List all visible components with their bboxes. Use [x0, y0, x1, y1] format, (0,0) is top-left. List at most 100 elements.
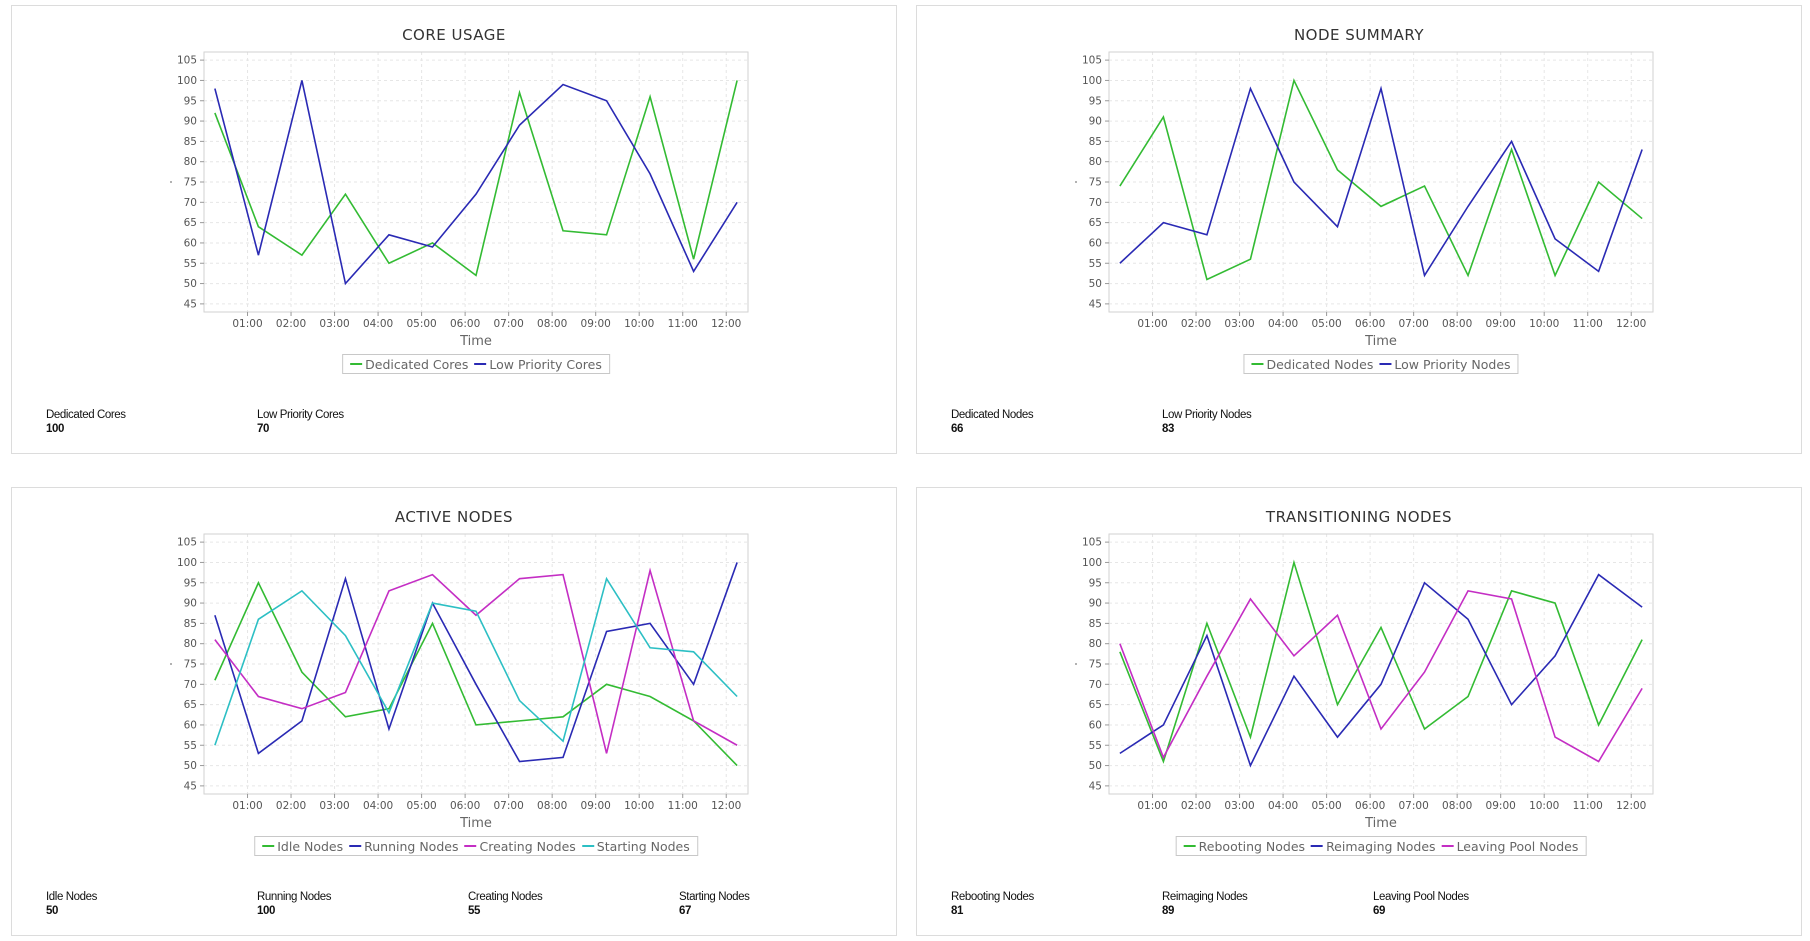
stat-label: Creating Nodes [468, 891, 543, 903]
y-tick-label: 90 [1089, 598, 1102, 610]
x-tick-label: 01:00 [232, 800, 262, 812]
x-tick-label: 02:00 [276, 800, 306, 812]
active-nodes-chart: 45 50 55 60 65 70 75 80 85 90 95 100 105 01:00 02:00 03… [170, 533, 749, 831]
legend-swatch [350, 363, 363, 365]
legend-swatch [1441, 845, 1454, 847]
x-tick-label: 11:00 [1573, 800, 1603, 812]
x-tick-label: 03:00 [1224, 318, 1254, 330]
y-tick-label: 75 [1089, 659, 1102, 671]
series-line-leaving-pool-nodes [1119, 589, 1643, 763]
y-tick-label: 85 [1089, 136, 1102, 148]
y-tick-label: 55 [184, 740, 197, 752]
stat-leaving-pool-nodes: Leaving Pool Nodes 69 [1373, 891, 1573, 917]
y-tick-label: 65 [184, 699, 197, 711]
x-axis: 01:00 02:00 03:00 04:00 05:00 06:00 07:00 08:00… [1137, 312, 1646, 330]
y-tick-label: 50 [1089, 760, 1102, 772]
legend-item-low-priority-nodes[interactable]: Low Priority Nodes [1379, 356, 1511, 372]
legend-label: Low Priority Nodes [1394, 356, 1511, 372]
y-tick-label: 45 [184, 780, 197, 792]
x-tick-label: 07:00 [494, 800, 524, 812]
x-tick-label: 12:00 [711, 318, 741, 330]
legend-item-leaving-pool-nodes[interactable]: Leaving Pool Nodes [1441, 839, 1578, 854]
series-line-dedicated-cores [214, 80, 738, 277]
legend-label: Idle Nodes [277, 838, 344, 854]
x-axis: 01:00 02:00 03:00 04:00 05:00 06:00 07:00 08:00… [1137, 794, 1646, 812]
x-tick-label: 02:00 [276, 318, 306, 330]
grid-lines [1109, 52, 1653, 312]
x-tick-label: 08:00 [1442, 318, 1472, 330]
y-tick-label: 95 [1089, 95, 1102, 107]
stat-value: 66 [951, 423, 963, 435]
x-tick-label: 10:00 [624, 318, 654, 330]
y-tick-label: 105 [1082, 55, 1102, 67]
x-tick-label: 05:00 [406, 318, 436, 330]
legend-item-idle-nodes[interactable]: Idle Nodes [262, 839, 343, 854]
stat-creating-nodes: Creating Nodes 55 [468, 891, 668, 917]
y-tick-label: 90 [184, 116, 197, 128]
stat-label: Idle Nodes [46, 891, 97, 903]
x-tick-label: 09:00 [1486, 318, 1516, 330]
chart-panel-active-nodes: 45 50 55 60 65 70 75 80 85 90 95 100 105 01:00 02:00 03… [11, 487, 897, 936]
x-tick-label: 04:00 [363, 800, 393, 812]
x-axis-label: Time [459, 334, 492, 349]
stat-starting-nodes: Starting Nodes 67 [679, 891, 879, 917]
x-tick-label: 07:00 [494, 318, 524, 330]
grid-lines [204, 534, 748, 794]
x-tick-label: 04:00 [1268, 318, 1298, 330]
y-tick-label: 55 [184, 258, 197, 270]
y-tick-label: 80 [184, 156, 197, 168]
legend-item-dedicated-nodes[interactable]: Dedicated Nodes [1251, 357, 1373, 372]
legend-label: Low Priority Cores [489, 356, 602, 372]
series-line-rebooting-nodes [1119, 559, 1643, 764]
series-line-starting-nodes [214, 576, 738, 746]
x-tick-label: 06:00 [450, 800, 480, 812]
y-axis: 45 50 55 60 65 70 75 80 85 90 95 100 105 [1082, 537, 1109, 792]
node-summary-chart: 45 50 55 60 65 70 75 80 85 90 95 100 105 01:00 02:00 03… [1075, 51, 1654, 349]
x-tick-label: 11:00 [668, 800, 698, 812]
legend-item-rebooting-nodes[interactable]: Rebooting Nodes [1183, 839, 1305, 854]
y-tick-label: 60 [1089, 237, 1102, 249]
y-tick-label: 45 [1089, 780, 1102, 792]
legend-swatch [1251, 363, 1264, 365]
y-tick-label: 105 [177, 55, 197, 67]
x-tick-label: 03:00 [319, 318, 349, 330]
legend-item-creating-nodes[interactable]: Creating Nodes [464, 839, 576, 854]
stat-value: 70 [257, 423, 269, 435]
series-line-running-nodes [214, 562, 738, 763]
legend-label: Starting Nodes [596, 838, 690, 854]
x-tick-label: 10:00 [624, 800, 654, 812]
stat-low-priority-nodes: Low Priority Nodes 83 [1162, 409, 1362, 435]
stat-value: 100 [46, 423, 64, 435]
legend-item-running-nodes[interactable]: Running Nodes [349, 839, 458, 854]
stat-label: Reimaging Nodes [1162, 891, 1248, 903]
y-tick-label: 85 [1089, 618, 1102, 630]
x-tick-label: 09:00 [581, 800, 611, 812]
stat-reimaging-nodes: Reimaging Nodes 89 [1162, 891, 1362, 917]
series-line-low-priority-nodes [1119, 85, 1643, 278]
legend-swatch [1311, 845, 1324, 847]
x-tick-label: 10:00 [1529, 318, 1559, 330]
y-tick-label: 50 [184, 278, 197, 290]
chart-title: ACTIVE NODES [394, 508, 514, 526]
stat-value: 55 [468, 905, 480, 917]
legend-item-starting-nodes[interactable]: Starting Nodes [581, 838, 690, 854]
series-line-creating-nodes [214, 567, 738, 754]
x-tick-label: 06:00 [1355, 800, 1385, 812]
stat-dedicated-nodes: Dedicated Nodes 66 [951, 409, 1151, 435]
y-tick-label: 100 [177, 557, 197, 569]
x-tick-label: 06:00 [1355, 318, 1385, 330]
chart-legend: Dedicated Cores Low Priority Cores [342, 354, 610, 374]
legend-item-reimaging-nodes[interactable]: Reimaging Nodes [1311, 839, 1436, 854]
x-tick-label: 02:00 [1181, 318, 1211, 330]
y-tick-label: 55 [1089, 740, 1102, 752]
stat-dedicated-cores: Dedicated Cores 100 [46, 409, 246, 435]
y-tick-label: 80 [1089, 156, 1102, 168]
x-axis: 01:00 02:00 03:00 04:00 05:00 06:00 07:00 08:00… [232, 312, 741, 330]
x-tick-label: 01:00 [1137, 318, 1167, 330]
stat-idle-nodes: Idle Nodes 50 [46, 891, 246, 917]
legend-item-dedicated-cores[interactable]: Dedicated Cores [350, 357, 468, 372]
stat-value: 100 [257, 905, 275, 917]
legend-item-low-priority-cores[interactable]: Low Priority Cores [474, 357, 602, 372]
x-tick-label: 07:00 [1399, 318, 1429, 330]
y-tick-label: 70 [184, 197, 197, 209]
